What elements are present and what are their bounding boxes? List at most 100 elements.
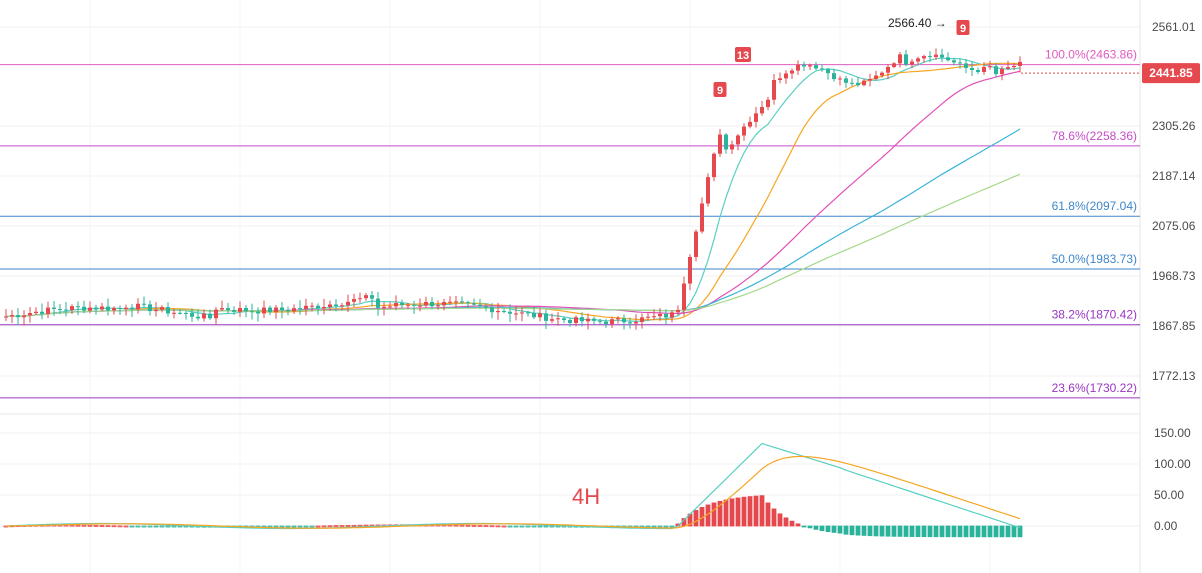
macd-histogram-bar bbox=[171, 525, 177, 528]
candle-body bbox=[1000, 68, 1004, 75]
candle bbox=[934, 48, 938, 60]
candle bbox=[676, 305, 680, 316]
candle bbox=[460, 296, 464, 305]
candle bbox=[340, 302, 344, 311]
candle bbox=[814, 61, 818, 71]
candle bbox=[658, 308, 662, 321]
candle-body bbox=[370, 295, 374, 299]
candle bbox=[808, 63, 812, 71]
candle bbox=[40, 303, 44, 320]
candle bbox=[976, 67, 980, 75]
candle-body bbox=[58, 308, 62, 310]
candle-body bbox=[712, 153, 716, 178]
macd-histogram-bar bbox=[1017, 525, 1023, 538]
macd-histogram-bar bbox=[897, 525, 903, 537]
macd-tick-label: 50.00 bbox=[1154, 488, 1184, 502]
candle bbox=[22, 310, 26, 326]
macd-dea-line bbox=[6, 455, 1021, 529]
candle bbox=[844, 76, 848, 88]
macd-histogram-bar bbox=[117, 525, 123, 528]
candle bbox=[490, 303, 494, 319]
candle-body bbox=[844, 78, 848, 83]
candle bbox=[664, 309, 668, 325]
candle bbox=[286, 306, 290, 316]
candle-body bbox=[658, 313, 662, 317]
candle-body bbox=[808, 65, 812, 67]
candle-body bbox=[394, 302, 398, 307]
price-tick-label: 2075.06 bbox=[1152, 219, 1196, 233]
candle bbox=[856, 77, 860, 87]
candle-body bbox=[850, 82, 854, 84]
macd-histogram-bar bbox=[513, 525, 519, 528]
candle-body bbox=[832, 73, 836, 80]
candle bbox=[346, 294, 350, 312]
candle bbox=[766, 96, 770, 111]
moving-averages bbox=[5, 57, 1021, 323]
macd-histogram-bar bbox=[735, 497, 741, 527]
candle-body bbox=[652, 316, 656, 318]
macd-histogram-bar bbox=[807, 525, 813, 529]
macd-tick-label: 100.00 bbox=[1154, 457, 1191, 471]
macd-histogram-bar bbox=[501, 525, 507, 528]
candle-body bbox=[760, 107, 764, 114]
candle bbox=[136, 298, 140, 314]
macd-histogram-bar bbox=[999, 525, 1005, 538]
candle-body bbox=[856, 82, 860, 86]
candle bbox=[430, 297, 434, 309]
macd-histogram-bar bbox=[831, 525, 837, 533]
candle-body bbox=[280, 307, 284, 311]
macd-histogram-bar bbox=[693, 510, 699, 527]
candle bbox=[64, 302, 68, 317]
macd-panel: 150.00 100.00 50.00 0.00 bbox=[0, 413, 1191, 538]
candle bbox=[520, 306, 524, 322]
candle bbox=[358, 292, 362, 304]
timeframe-label: 4H bbox=[572, 484, 600, 509]
candle bbox=[988, 60, 992, 70]
candle-body bbox=[736, 135, 740, 145]
candle-body bbox=[190, 313, 194, 317]
candle bbox=[544, 309, 548, 330]
candle bbox=[46, 301, 50, 319]
candle bbox=[886, 64, 890, 80]
candle-body bbox=[994, 66, 998, 75]
macd-histogram-bar bbox=[333, 525, 339, 528]
candle bbox=[4, 308, 8, 321]
candle bbox=[1018, 56, 1022, 73]
candle-body bbox=[958, 62, 962, 64]
price-tick-label: 2187.14 bbox=[1152, 169, 1196, 183]
candle-body bbox=[238, 308, 242, 312]
candle-body bbox=[256, 311, 260, 314]
candle bbox=[562, 316, 566, 324]
macd-histogram-bar bbox=[789, 520, 795, 527]
candle-body bbox=[550, 319, 554, 321]
candle bbox=[412, 300, 416, 314]
candle bbox=[478, 298, 482, 309]
candle bbox=[214, 307, 218, 325]
macd-histogram-bar bbox=[147, 525, 153, 528]
macd-histogram-bar bbox=[759, 495, 765, 527]
candle bbox=[694, 229, 698, 262]
candles[interactable] bbox=[4, 48, 1022, 330]
candle-body bbox=[1012, 65, 1016, 68]
candle bbox=[406, 302, 410, 310]
macd-histogram-bar bbox=[669, 525, 675, 528]
candle bbox=[940, 48, 944, 63]
candle bbox=[700, 197, 704, 234]
price-tick-label: 1968.73 bbox=[1152, 269, 1196, 283]
candle-body bbox=[598, 320, 602, 322]
candle bbox=[142, 296, 146, 308]
current-price-label: 2441.85 bbox=[1149, 66, 1193, 80]
candle bbox=[292, 304, 296, 314]
candle-body bbox=[922, 56, 926, 59]
candle-body bbox=[196, 316, 200, 319]
candle-body bbox=[436, 305, 440, 307]
macd-histogram-bar bbox=[525, 525, 531, 528]
candle bbox=[850, 78, 854, 87]
candle-body bbox=[82, 306, 86, 311]
macd-histogram-bar bbox=[843, 525, 849, 535]
candle bbox=[712, 152, 716, 182]
candle bbox=[124, 304, 128, 316]
macd-histogram-bar bbox=[111, 525, 117, 528]
candle bbox=[778, 72, 782, 84]
